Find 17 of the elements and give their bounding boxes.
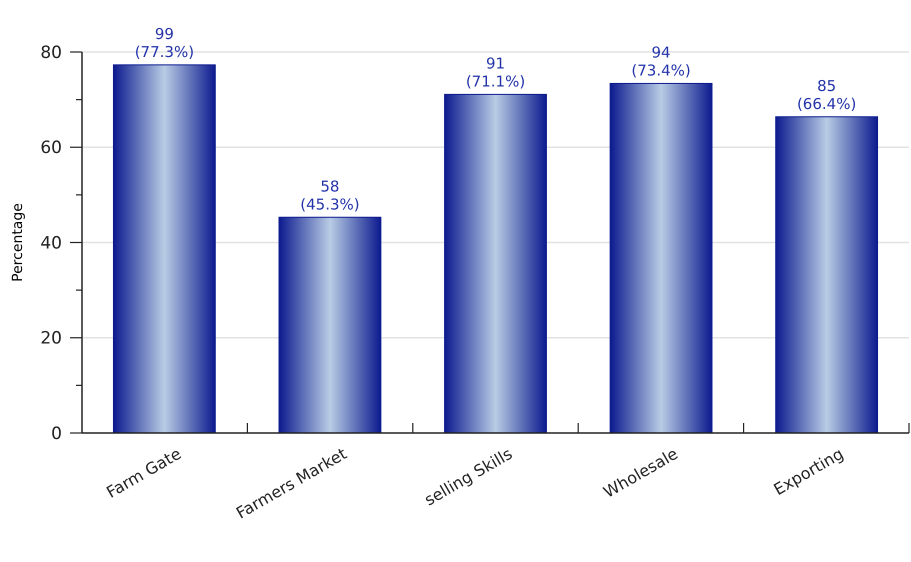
data-label: 58 (45.3%) bbox=[300, 177, 360, 214]
bar bbox=[775, 116, 878, 434]
x-tick-label: Farm Gate bbox=[103, 444, 184, 502]
bar bbox=[444, 94, 547, 434]
y-axis-title: Percentage bbox=[10, 203, 26, 282]
bar bbox=[610, 82, 712, 434]
y-tick-label: 60 bbox=[40, 138, 62, 158]
data-label: 94 (73.4%) bbox=[631, 43, 691, 80]
data-label: 85 (66.4%) bbox=[796, 76, 856, 113]
y-tick-label: 40 bbox=[40, 233, 62, 254]
bar bbox=[278, 216, 382, 434]
data-label: 99 (77.3%) bbox=[134, 24, 194, 61]
data-label: 91 (71.1%) bbox=[466, 54, 526, 90]
y-tick-label: 0 bbox=[51, 424, 62, 444]
y-tick-label: 80 bbox=[40, 42, 62, 63]
y-tick-label: 20 bbox=[40, 328, 62, 349]
bar bbox=[112, 64, 216, 434]
